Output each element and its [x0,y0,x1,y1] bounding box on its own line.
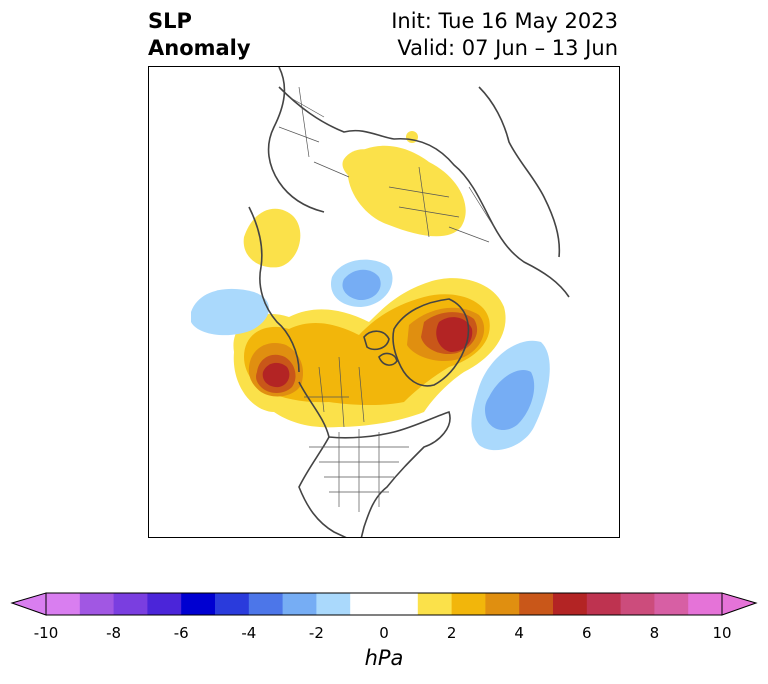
siberia-coast [278,86,570,298]
colorbar-segment [79,593,115,615]
greenland-high-5 [436,317,473,352]
colorbar-extend-left [10,592,47,616]
political-borders [278,86,495,512]
colorbar [10,592,758,616]
colorbar-segment [586,593,622,615]
colorbar-tick-label: 0 [379,624,389,642]
colorbar-segment [350,593,385,615]
dateline-gap [149,285,155,323]
colorbar-segment [46,593,81,615]
greenland-coast [392,298,470,387]
colorbar-segment [113,593,148,615]
far-east-high [342,149,385,184]
colorbar-segment [485,593,520,615]
colorbar-segment [417,593,453,615]
init-date: Init: Tue 16 May 2023 [391,9,618,33]
valid-range: Valid: 07 Jun – 13 Jun [397,36,618,60]
atlantic-low-2 [485,369,535,431]
colorbar-segment [147,593,182,615]
pacific-high-5 [262,362,290,388]
title-line-1: SLP [148,9,192,33]
arctic-low-2 [342,269,381,301]
europe-border-lines [278,86,350,178]
colorbar-segment [620,593,655,615]
north-america-coast [298,381,451,537]
colorbar-tick-label: -2 [308,624,324,642]
colorbar-segment [248,593,284,615]
map-panel [148,66,620,538]
date-info: Init: Tue 16 May 2023 Valid: 07 Jun – 13… [391,8,618,62]
colorbar-extend-right [721,592,758,616]
colorbar-outline [45,592,723,616]
arctic-islands [363,330,398,366]
colorbar-unit: hPa [364,646,404,670]
alaska-coast [248,206,300,373]
colorbar-tick-label: -4 [241,624,257,642]
colorbar-segment [519,593,554,615]
asia-border-lines [388,166,495,243]
colorbar-segment [654,593,689,615]
pacific-northwest-high [243,208,301,268]
colorbar-tick-label: 4 [514,624,524,642]
colorbar-tick-label: 6 [582,624,592,642]
colorbar-tick-label: 2 [446,624,457,642]
colorbar-segment [553,593,588,615]
us-state-lines [309,429,409,512]
colorbar-segments [46,593,723,615]
colorbar-segment [451,593,486,615]
negative-anomaly-layer [149,259,550,451]
colorbar-segment [688,593,723,615]
east-asia-coast [478,86,561,258]
europe-coast [267,67,325,213]
map-title: SLP Anomaly [148,8,251,62]
coastlines [248,67,570,537]
colorbar-segment [282,593,317,615]
anomaly-map [149,67,619,537]
canada-province-lines [304,356,365,428]
colorbar-segment [316,593,351,615]
pacific-low [191,288,269,336]
title-line-2: Anomaly [148,36,251,60]
positive-anomaly-layer [233,131,506,428]
colorbar-segment [215,593,250,615]
colorbar-tick-label: -8 [106,624,122,642]
colorbar-segment [181,593,216,615]
colorbar-tick-label: 10 [712,624,732,642]
colorbar-tick-label: -6 [173,624,189,642]
colorbar-segment [384,593,419,615]
colorbar-tick-label: 8 [649,624,660,642]
colorbar-tick-label: -10 [33,624,59,642]
